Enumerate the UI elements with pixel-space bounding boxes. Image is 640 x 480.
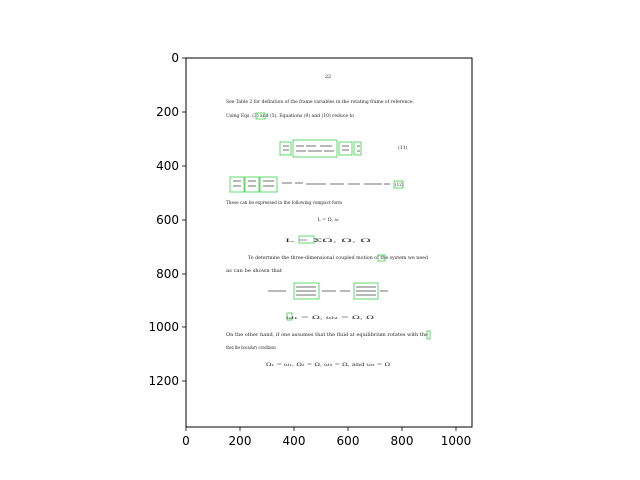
highlight-box: [292, 139, 338, 158]
x-tick-label: 600: [337, 434, 360, 448]
y-tick-label: 200: [156, 105, 179, 119]
paragraph-3-line-2: as can be shown that: [226, 268, 282, 274]
page-number: 22: [325, 74, 331, 80]
equation-4-text: L = ΣΩ, Ω, Ω: [285, 238, 371, 244]
paragraph-3-line-1: To determine the three-dimensional coupl…: [248, 255, 428, 261]
paragraph-4-line-1: On the other hand, if one assumes that t…: [226, 332, 428, 338]
equation-1: (11): [279, 139, 408, 158]
axes-frame: [185, 57, 473, 428]
y-tick-label: 0: [171, 51, 179, 65]
paragraph-1-line-2: Using Eqs. (3) and (5), Equations (9) an…: [226, 112, 354, 119]
paragraph-4-line-2: then the boundary conditions: [226, 345, 276, 351]
highlight-box: [338, 141, 353, 156]
highlight-box: [259, 176, 278, 193]
highlight-box: [229, 176, 245, 193]
highlight-box: [393, 180, 404, 189]
y-tick-label: 1200: [148, 374, 179, 388]
y-axis: 0 200 400 600 800 1000 1200: [148, 51, 186, 388]
x-axis: 0 200 400 600 800 1000: [182, 427, 471, 448]
x-tick-label: 200: [229, 434, 252, 448]
y-tick-label: 800: [156, 267, 179, 281]
plot-area: [186, 58, 472, 427]
equation-4: L = ΣΩ, Ω, Ω: [285, 235, 371, 244]
equation-6: ω₁ = Ω, ω₂ = Ω, Ω: [286, 312, 374, 321]
document-page: 22 See Table 2 for definition of the fra…: [226, 74, 431, 368]
y-tick-label: 1000: [148, 320, 179, 334]
equation-6-text: ω₁ = Ω, ω₂ = Ω, Ω: [286, 315, 374, 321]
highlight-box: [244, 176, 260, 193]
equation-2-number: (12): [395, 182, 404, 187]
x-tick-label: 400: [283, 434, 306, 448]
equation-3: L = Ω, ω: [317, 217, 338, 223]
highlight-box: [353, 141, 362, 156]
paragraph-2: These can be expressed in the following …: [226, 200, 343, 206]
y-tick-label: 400: [156, 159, 179, 173]
equation-2-marks: [233, 180, 390, 187]
equation-5-marks: [268, 286, 388, 296]
equation-1-marks: [283, 145, 360, 152]
highlight-box: [279, 141, 292, 156]
highlight-box: [353, 282, 379, 300]
equation-1-number: (11): [398, 144, 408, 151]
highlight-box: [293, 282, 320, 300]
y-tick-label: 600: [156, 213, 179, 227]
x-tick-label: 1000: [441, 434, 472, 448]
highlight-box: [426, 330, 431, 340]
paragraph-1-line-1: See Table 2 for definition of the frame …: [226, 99, 415, 105]
highlight-box: [286, 312, 293, 321]
equation-2: (12): [229, 176, 404, 193]
highlight-box: [255, 112, 266, 120]
equation-7: Ω₁ = ω₁, Ω₂ = Ω, ω₂ = Ω, and ω₃ = Ω: [266, 362, 390, 368]
highlight-box: [298, 235, 315, 244]
equation-5: [268, 282, 388, 300]
highlight-box: [377, 254, 386, 262]
x-tick-label: 0: [182, 434, 190, 448]
x-tick-label: 800: [391, 434, 414, 448]
axes-group: 22 See Table 2 for definition of the fra…: [148, 51, 473, 448]
